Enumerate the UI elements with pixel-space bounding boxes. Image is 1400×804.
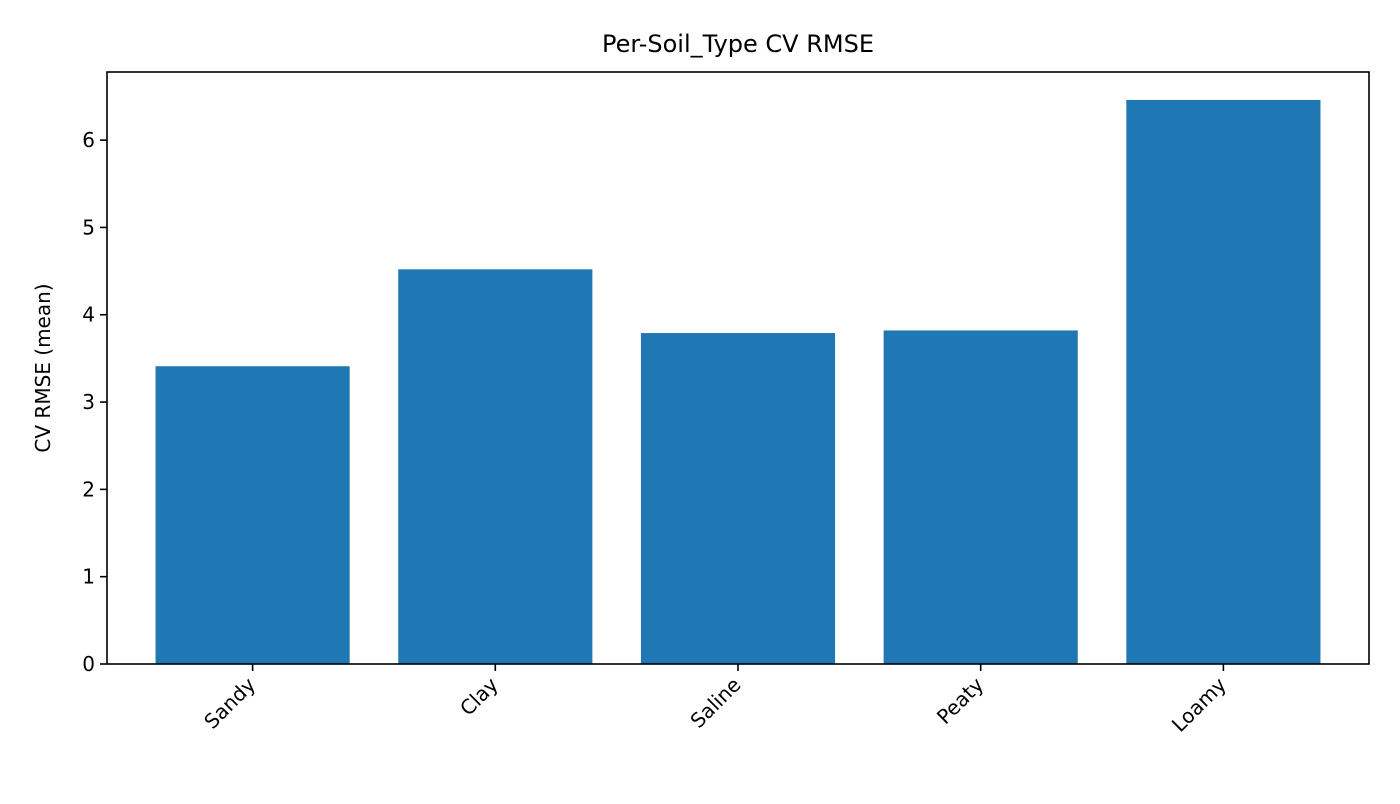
y-axis-ticks: 0 1 2 3 4 5 6	[82, 128, 107, 676]
x-tick-label-sandy: Sandy	[199, 672, 260, 733]
x-axis-ticks: Sandy Clay Saline Peaty Loamy	[199, 664, 1231, 737]
chart-title: Per-Soil_Type CV RMSE	[602, 30, 874, 58]
bar-loamy	[1126, 99, 1321, 665]
y-axis-label: CV RMSE (mean)	[31, 283, 55, 452]
y-tick-label: 6	[82, 128, 95, 152]
x-tick-label-saline: Saline	[685, 673, 745, 733]
y-tick-label: 2	[82, 477, 95, 501]
x-tick-label-loamy: Loamy	[1167, 672, 1231, 736]
bar-peaty	[883, 330, 1078, 664]
y-tick-label: 1	[82, 565, 95, 589]
plot-frame	[106, 71, 1370, 665]
y-tick-label: 4	[82, 303, 95, 327]
bar-sandy	[155, 366, 350, 664]
y-tick-label: 0	[82, 652, 95, 676]
bar-saline	[640, 333, 836, 664]
bars-group	[155, 99, 1321, 665]
y-tick-label: 3	[82, 390, 95, 414]
y-tick-label: 5	[82, 215, 95, 239]
bar-clay	[398, 269, 593, 664]
x-tick-label-clay: Clay	[455, 672, 503, 720]
x-tick-label-peaty: Peaty	[932, 672, 988, 728]
